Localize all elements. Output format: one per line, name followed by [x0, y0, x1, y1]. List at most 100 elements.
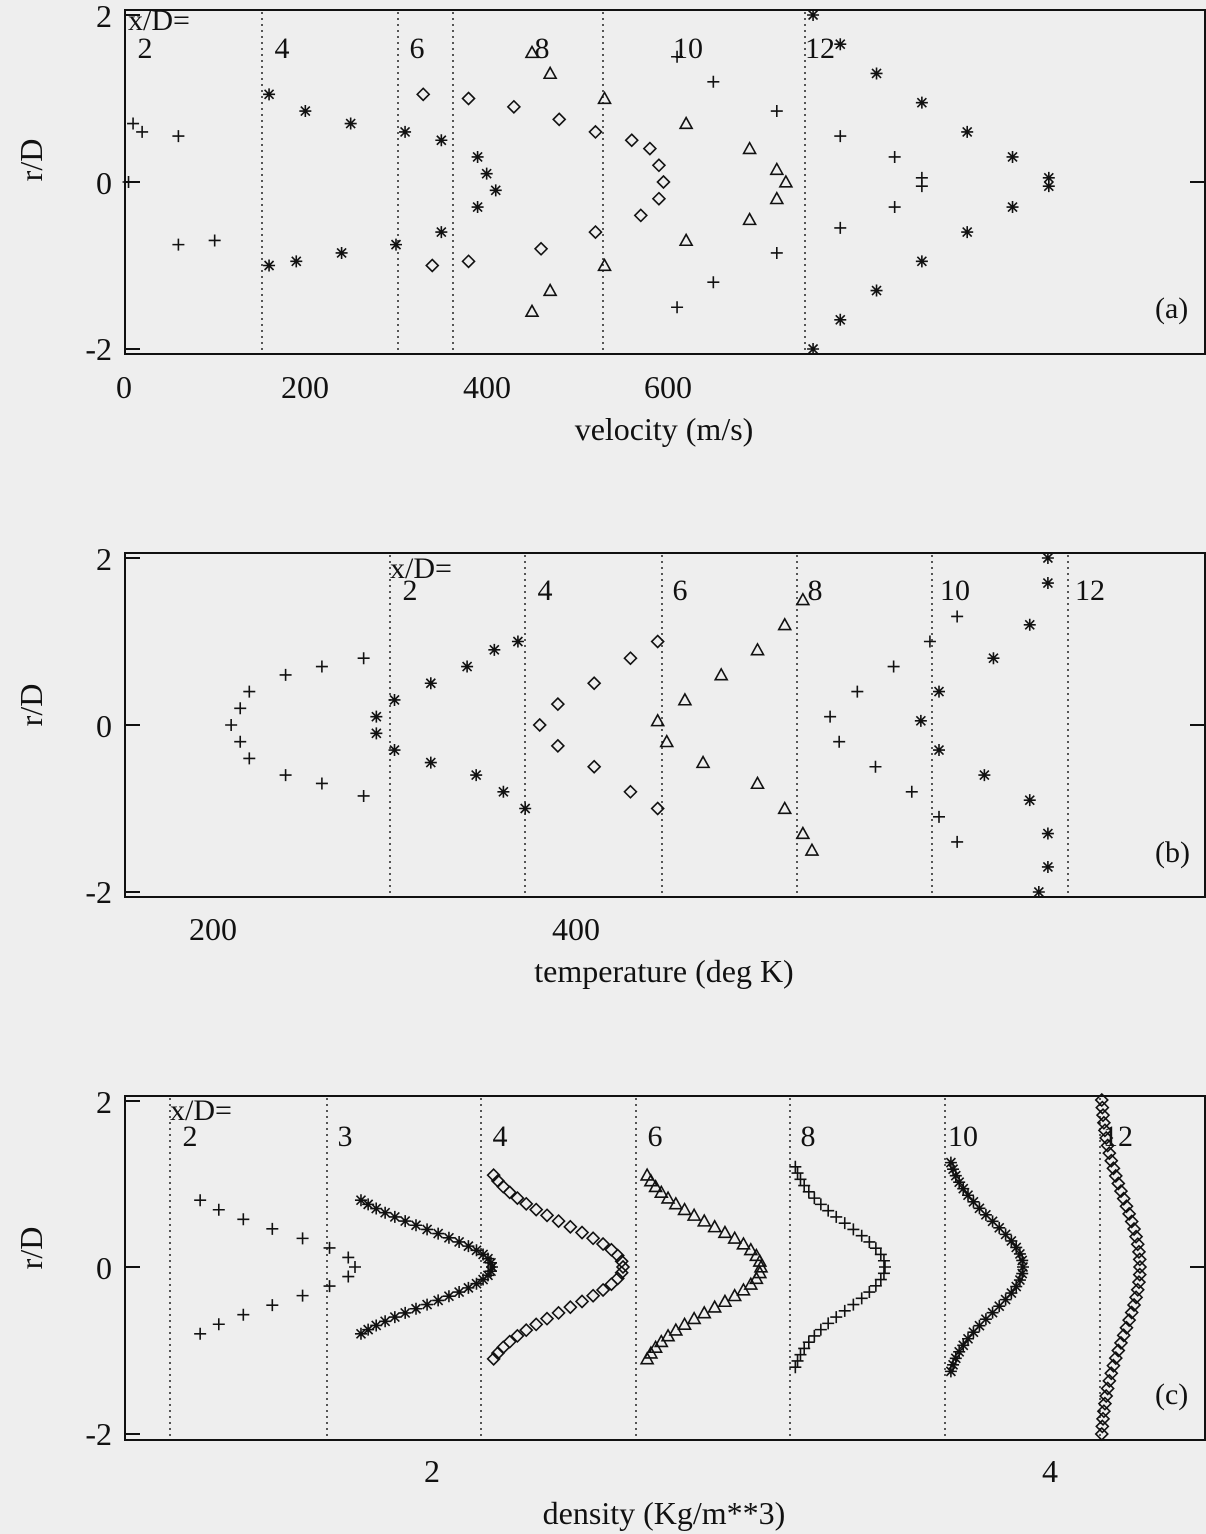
data-point [795, 592, 811, 606]
data-point [1132, 1267, 1147, 1282]
data-point [453, 1235, 466, 1248]
data-point [1005, 1287, 1018, 1300]
data-point [243, 752, 256, 765]
data-point [529, 1317, 544, 1332]
data-point [624, 133, 639, 148]
data-point [1106, 1161, 1121, 1176]
data-point [519, 1196, 534, 1211]
data-point [299, 105, 312, 118]
data-point [194, 1194, 207, 1207]
data-point [524, 303, 540, 318]
data-point [1095, 1411, 1111, 1426]
panel-c: 2 0 -2 2 4 density (Kg/m**3) r/D x/D= (c… [13, 1084, 1206, 1531]
data-point [814, 1323, 827, 1336]
data-point [136, 125, 149, 138]
data-point [1095, 1100, 1110, 1115]
data-point [529, 1202, 544, 1217]
data-point [1100, 1138, 1115, 1153]
data-point [834, 130, 847, 143]
data-point [951, 835, 964, 848]
data-point [986, 1306, 999, 1319]
data-point [874, 1273, 887, 1286]
data-point [597, 257, 612, 272]
data-point [1108, 1168, 1123, 1184]
data-point [949, 1169, 962, 1182]
panel-b-xtick-200: 200 [189, 911, 237, 947]
data-point [595, 1282, 611, 1298]
panel-c-xtick-2: 2 [424, 1453, 440, 1489]
data-point [707, 1219, 723, 1233]
data-point [532, 717, 547, 733]
data-point [362, 1323, 375, 1336]
data-point [1023, 794, 1036, 807]
data-point [574, 1294, 590, 1309]
data-point [791, 1354, 804, 1367]
data-point [863, 1235, 876, 1248]
station-label: 6 [673, 574, 688, 607]
panel-a-xtick-600: 600 [644, 369, 692, 405]
panel-c-ylabel: r/D [13, 1227, 49, 1270]
data-point [461, 254, 476, 269]
data-point [357, 652, 370, 665]
data-point [212, 1203, 225, 1216]
data-point [973, 1319, 986, 1332]
data-point [539, 1311, 555, 1326]
panel-a-xtick-0: 0 [116, 369, 132, 405]
data-point [713, 667, 729, 681]
data-point [888, 150, 901, 163]
data-point [838, 1217, 851, 1230]
data-point [502, 1334, 517, 1349]
data-point [416, 87, 431, 102]
data-point [1095, 1419, 1110, 1434]
data-point [435, 134, 448, 147]
data-point [742, 140, 757, 155]
data-point [798, 1342, 811, 1355]
data-point [830, 1311, 843, 1324]
data-point [838, 1304, 851, 1317]
data-point [915, 180, 928, 193]
station-label: 4 [538, 574, 553, 607]
data-point [639, 1167, 655, 1181]
data-point [633, 208, 648, 223]
data-point [962, 1332, 975, 1345]
data-point [830, 1210, 843, 1223]
panel-b-xtick-400: 400 [552, 911, 600, 947]
data-point [481, 1252, 494, 1265]
data-point [953, 1176, 966, 1189]
panel-c-frame [124, 1095, 1206, 1441]
panel-b-marks: 2 4 6 8 10 12 [225, 552, 1105, 898]
station-label: 12 [805, 32, 835, 65]
data-point [993, 1221, 1006, 1234]
data-point [379, 1315, 392, 1328]
data-point [1131, 1244, 1147, 1259]
data-point [442, 1231, 455, 1244]
data-point [435, 226, 448, 239]
data-point [1006, 201, 1019, 214]
data-point [914, 714, 927, 727]
data-point [1130, 1282, 1145, 1297]
data-point [432, 1294, 445, 1307]
data-point [933, 810, 945, 823]
data-point [587, 759, 602, 774]
data-point [585, 1231, 601, 1246]
data-point [1010, 1241, 1023, 1254]
data-point [510, 1328, 525, 1344]
data-point [388, 1210, 401, 1223]
panel-a-marks: 2 4 6 8 10 12 [122, 9, 1055, 355]
data-point [1013, 1274, 1026, 1287]
data-point [595, 1236, 611, 1252]
data-point [524, 44, 540, 59]
station-label: 2 [138, 32, 153, 65]
panel-b-ytick-0: 0 [96, 708, 112, 744]
data-point [354, 1194, 367, 1207]
data-point [1041, 860, 1054, 873]
data-point [678, 115, 694, 130]
data-point [1126, 1297, 1142, 1313]
data-point [986, 1215, 999, 1228]
data-point [777, 800, 793, 815]
data-point [1042, 171, 1055, 184]
data-point [798, 1179, 811, 1192]
panel-a-ytick-neg2: -2 [85, 331, 112, 367]
data-point [923, 635, 936, 648]
data-point [1132, 1252, 1147, 1267]
